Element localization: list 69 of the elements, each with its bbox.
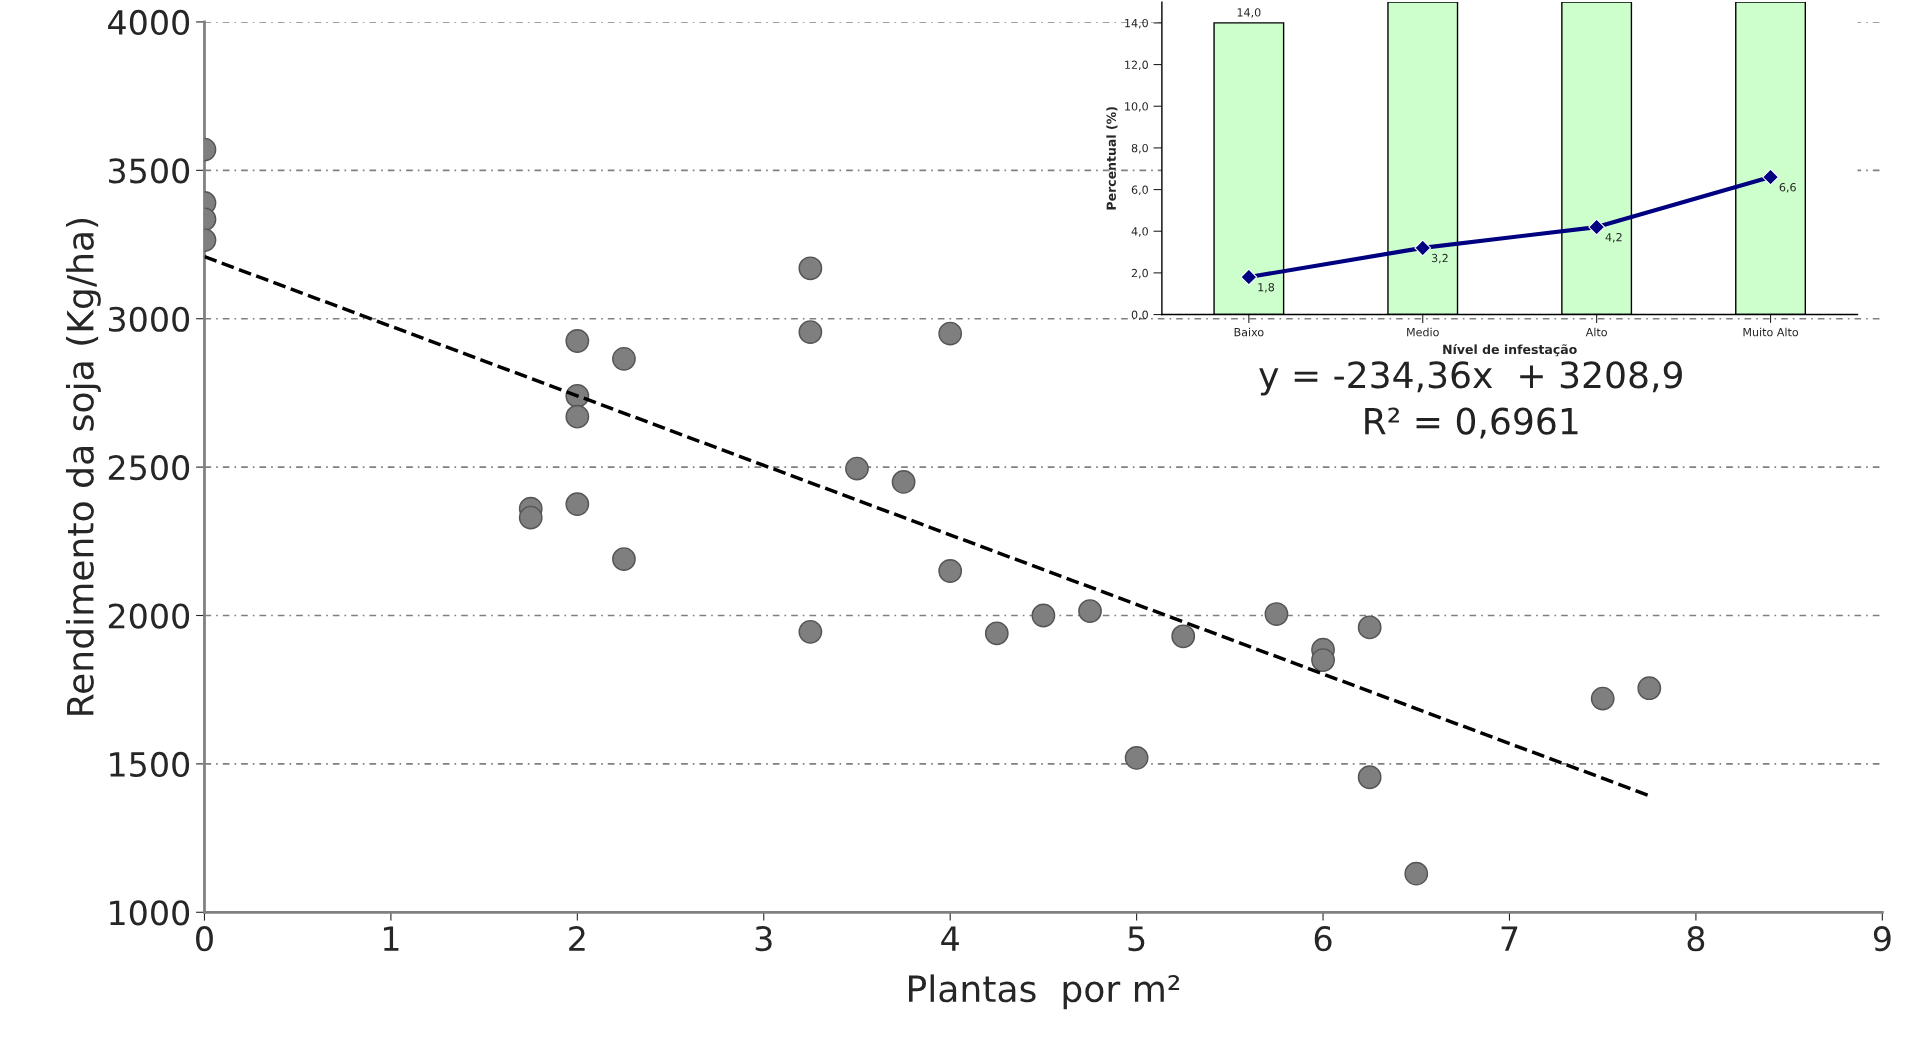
point [1357,615,1382,640]
x-tick-label: 4 [941,926,959,951]
y-tick-label: 0,0 [1131,310,1148,321]
x-tick-label: 7 [1501,926,1518,951]
point [1762,168,1779,186]
point [1264,602,1289,626]
annotation: y = -234,36x + 3208,9 [1259,361,1682,396]
y-tick-label: 4,0 [1131,227,1148,237]
point [798,256,823,281]
point [1590,686,1615,711]
data-label: 14,0 [1237,8,1261,18]
point [798,619,823,644]
y-tick-label: 4000 [108,9,190,36]
x-tick-label: Alto [1585,327,1607,337]
y-tick-label: 10,0 [1125,102,1148,112]
point [612,346,636,371]
x-tick-label: 1 [383,926,399,951]
point [565,404,590,429]
point [565,329,590,353]
data-label: 3,2 [1431,253,1448,264]
point [1124,746,1149,770]
point [565,492,590,517]
data-label: 4,2 [1605,232,1622,243]
point [1171,624,1196,649]
y-tick-label: 2000 [108,603,190,629]
data-label: 1,8 [1258,282,1275,293]
y-tick-label: 1500 [110,751,190,778]
point [1414,239,1432,257]
y-axis-title: Percentual (%) [1106,107,1118,210]
x-tick-label: 9 [1873,926,1891,952]
point [1031,603,1056,628]
point [845,456,869,481]
x-axis-title: Plantas por m² [909,974,1180,1010]
y-tick-label: 6,0 [1131,185,1148,196]
point [1357,765,1382,790]
x-tick-label: Baixo [1234,327,1264,337]
x-tick-label: 6 [1314,926,1332,952]
y-tick-label: 12,0 [1125,60,1148,71]
x-tick-label: Medio [1407,327,1439,337]
y-tick-label: 1000 [110,900,190,926]
x-tick-label: 8 [1687,926,1705,952]
point [984,621,1009,646]
point [612,547,636,572]
x-tick-label: Muito Alto [1743,327,1799,337]
y-axis-title: Rendimento da soja (Kg/ha) [65,218,101,715]
point [518,505,543,530]
y-tick-label: 8,0 [1131,143,1148,154]
x-axis-title: Nível de infestação [1443,343,1577,357]
point [798,320,823,344]
y-tick-label: 14,0 [1125,18,1148,29]
x-tick-label: 2 [569,926,585,951]
y-tick-label: 2500 [108,455,190,481]
point [1588,218,1606,236]
y-tick-label: 3500 [108,158,190,184]
point [938,559,963,583]
point [1637,676,1662,701]
point [1078,599,1102,623]
annotation: R² = 0,6961 [1365,407,1578,439]
data-label: 6,6 [1779,183,1796,193]
point [1311,648,1335,672]
x-tick-label: 0 [196,926,213,952]
point [938,321,963,346]
y-tick-label: 2,0 [1131,268,1148,279]
y-tick-label: 3000 [108,306,190,332]
point [891,470,916,494]
point [1240,268,1258,286]
x-tick-label: 3 [755,926,772,952]
x-tick-label: 5 [1128,926,1145,952]
point [1404,861,1429,886]
